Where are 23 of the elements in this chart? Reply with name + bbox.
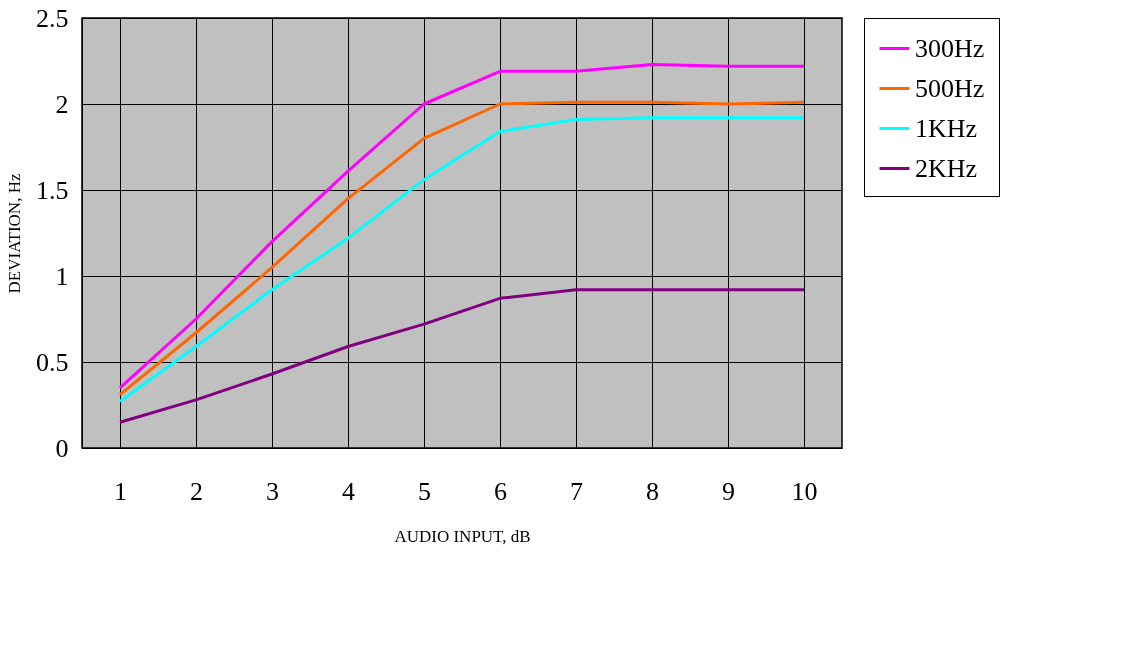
- x-axis-title: AUDIO INPUT, dB: [394, 526, 531, 546]
- y-tick-label: 0: [55, 433, 69, 463]
- line-series: [118, 288, 806, 424]
- legend-label: 1KHz: [915, 113, 978, 143]
- x-tick-label: 7: [570, 476, 583, 506]
- x-tick-label: 5: [418, 476, 431, 506]
- x-tick-label: 3: [266, 476, 279, 506]
- y-tick-label: 0.5: [36, 347, 69, 377]
- y-tick-label: 2: [55, 89, 69, 119]
- y-tick-label: 1.5: [36, 175, 69, 205]
- x-tick-label: 2: [190, 476, 203, 506]
- x-tick-label: 1: [114, 476, 127, 506]
- y-tick-label: 2.5: [36, 3, 69, 33]
- x-tick-label: 8: [646, 476, 659, 506]
- x-tick-label: 10: [791, 476, 818, 506]
- x-tick-label: 6: [494, 476, 507, 506]
- legend-label: 2KHz: [915, 153, 978, 183]
- y-axis-title: DEVIATION, Hz: [5, 173, 24, 294]
- x-tick-label: 4: [342, 476, 355, 506]
- legend-label: 300Hz: [915, 33, 985, 63]
- y-tick-label: 1: [55, 261, 69, 291]
- x-tick-label: 9: [722, 476, 735, 506]
- legend-label: 500Hz: [915, 73, 985, 103]
